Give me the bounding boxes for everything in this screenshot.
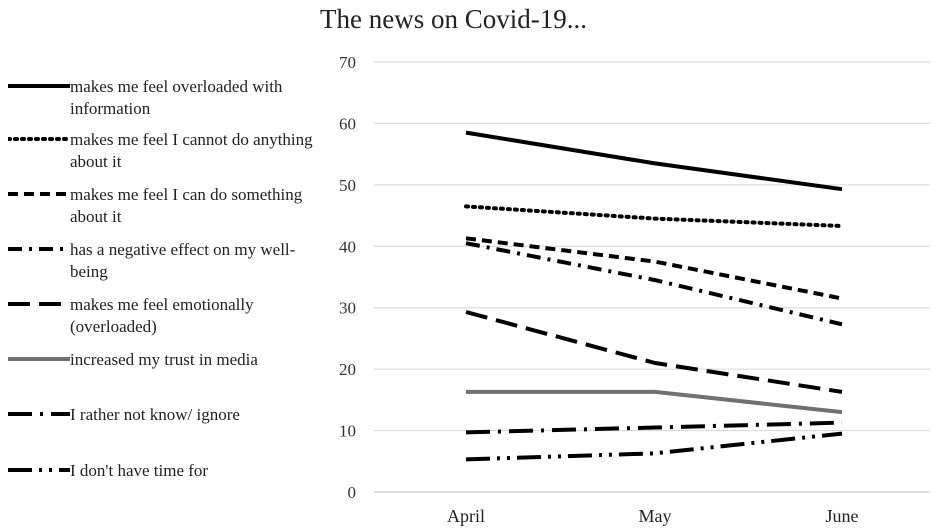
series-line-3 (465, 236, 843, 301)
y-tick-label: 70 (339, 53, 356, 72)
y-axis-ticks: 0 10 20 30 40 50 60 70 (339, 53, 356, 502)
y-tick-label: 20 (339, 360, 356, 379)
y-tick-label: 60 (339, 114, 356, 133)
legend-label: I rather not know/ ignore (70, 405, 240, 424)
y-tick-label: 50 (339, 176, 356, 195)
legend-item-2: makes me feel I cannot do anything about… (8, 130, 326, 181)
chart-title: The news on Covid-19... (320, 4, 587, 34)
x-tick-label: June (826, 506, 859, 526)
legend-label: makes me feel emotionally (overloaded) (70, 295, 254, 336)
x-tick-label: April (447, 506, 485, 526)
legend-swatch (8, 302, 70, 306)
legend-item-8: I don't have time for (8, 461, 326, 512)
legend-label: has a negative effect on my well-being (70, 240, 296, 281)
legend-label: I don't have time for (70, 461, 209, 480)
legend-swatch (8, 412, 70, 416)
series-line-8 (465, 431, 843, 462)
legend-item-6: increased my trust in media (8, 350, 326, 401)
y-tick-label: 30 (339, 299, 356, 318)
legend-label: increased my trust in media (70, 350, 258, 369)
series-line-2 (464, 204, 844, 228)
legend: makes me feel overloaded with informatio… (0, 0, 330, 528)
legend-swatch (8, 192, 70, 196)
legend-swatch (8, 84, 70, 88)
y-tick-label: 40 (339, 237, 356, 256)
legend-item-4: has a negative effect on my well-being (8, 240, 326, 291)
legend-item-1: makes me feel overloaded with informatio… (8, 77, 326, 128)
series-line-1 (465, 130, 843, 192)
legend-label: makes me feel overloaded with informatio… (70, 77, 283, 118)
series-line-7 (465, 420, 843, 435)
legend-item-3: makes me feel I can do something about i… (8, 185, 326, 236)
legend-label: makes me feel I cannot do anything about… (70, 130, 313, 171)
series-lines (464, 130, 844, 462)
legend-item-7: I rather not know/ ignore (8, 405, 326, 456)
x-tick-label: May (639, 506, 672, 526)
series-line-5 (465, 310, 843, 394)
x-axis-ticks: April May June (447, 506, 859, 526)
legend-swatch (8, 468, 70, 472)
legend-label: makes me feel I can do something about i… (70, 185, 303, 226)
y-tick-label: 0 (348, 483, 357, 502)
legend-swatch (8, 247, 70, 251)
y-tick-label: 10 (339, 422, 356, 441)
legend-swatch (8, 357, 70, 361)
legend-item-5: makes me feel emotionally (overloaded) (8, 295, 326, 346)
series-line-4 (465, 241, 843, 327)
legend-swatch (8, 137, 70, 141)
series-line-6 (466, 389, 843, 415)
